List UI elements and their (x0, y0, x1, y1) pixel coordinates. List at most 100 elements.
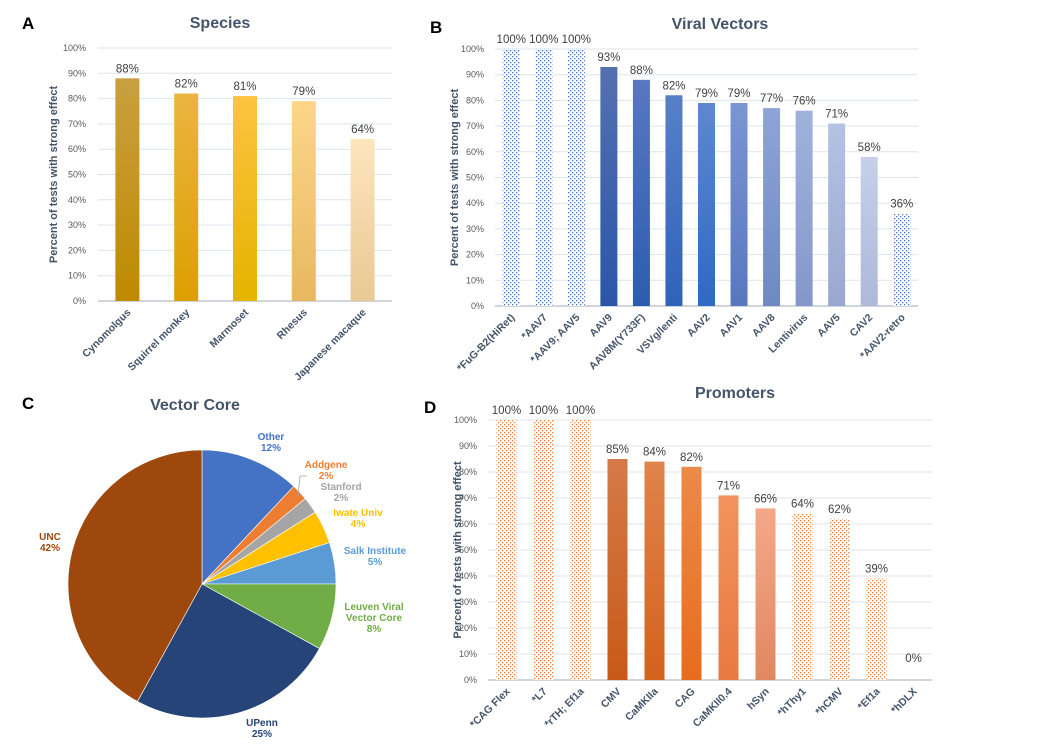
pie-label-line: Vector Core (346, 613, 403, 624)
data-label-fug-b2-hiret: 100% (497, 34, 526, 46)
data-label-hdlx: 0% (905, 653, 922, 665)
x-tick-label-cynomolgus: Cynomolgus (80, 307, 134, 361)
pie-label-line: UPenn (246, 718, 278, 729)
bar-japanese-macaque (350, 139, 375, 301)
y-tick-label: 70% (459, 493, 477, 503)
y-tick-label: 50% (466, 173, 484, 183)
data-label-camkiia: 84% (643, 447, 666, 459)
pie-label-line: 8% (367, 624, 382, 635)
y-tick-label: 30% (459, 597, 477, 607)
y-tick-label: 90% (68, 68, 86, 78)
x-tick-label-marmoset: Marmoset (208, 306, 252, 350)
vector-core-pie: Other 12%Addgene 2%Stanford 2%Iwate Univ 4%S… (39, 432, 406, 740)
data-label-aav9: 93% (597, 52, 620, 64)
pie-label-salk-institute: Salk Institute 5% (344, 546, 407, 568)
pie-label-line: 4% (351, 519, 366, 530)
x-tick-label-rhesus: Rhesus (275, 307, 310, 342)
bar-aav2-retro (893, 213, 911, 306)
data-label-camkii0-4: 71% (717, 480, 740, 492)
bar-ef1a (866, 578, 887, 680)
y-tick-label: 0% (464, 675, 477, 685)
panel-letter-d: D (424, 398, 437, 417)
bar-camkiia (644, 461, 665, 680)
panel-letter-b: B (430, 18, 443, 37)
bar-aav8 (763, 108, 781, 306)
panel-letter-a: A (22, 14, 35, 33)
y-tick-label: 100% (461, 44, 484, 54)
data-label-hsyn: 66% (754, 493, 777, 505)
data-label-aav9-aav5: 100% (562, 34, 591, 46)
bar-aav7 (535, 49, 553, 306)
species-chart: 0% 10% 20% 30% 40% 50% 60% 70% 80% 90% 100% Percent… (48, 43, 392, 383)
pie-label-line: Iwate Univ (333, 508, 383, 519)
bar-aav9 (600, 66, 618, 307)
chart-title-viral-vectors: Viral Vectors (671, 16, 769, 33)
y-tick-label: 60% (68, 144, 86, 154)
y-tick-label: 30% (68, 220, 86, 230)
data-label-ef1a: 39% (865, 564, 888, 576)
pie-label-line: UNC (39, 532, 61, 543)
bar-cav2 (860, 156, 878, 306)
y-tick-label: 20% (459, 623, 477, 633)
data-label-cav2: 58% (858, 142, 881, 154)
y-tick-label: 70% (466, 121, 484, 131)
x-tick-label-aav8: AAV8 (750, 312, 778, 340)
pie-label-line: 42% (40, 543, 60, 554)
y-tick-label: 0% (471, 301, 484, 311)
bar-cynomolgus (115, 78, 140, 301)
pie-label-line: 2% (319, 471, 334, 482)
pie-label-line: Leuven Viral (344, 602, 404, 613)
pie-label-other: Other 12% (258, 432, 285, 454)
pie-label-line: 25% (252, 729, 272, 740)
y-tick-label: 60% (459, 519, 477, 529)
bar-cmv (607, 459, 628, 680)
x-tick-label-hsyn: hSyn (745, 686, 772, 713)
x-tick-label-hdlx: *hDLX (889, 686, 920, 717)
pie-label-leuven-viral-vector-core: Leuven Viral Vector Core 8% (344, 602, 404, 635)
x-tick-label-cag-flex: *CAG Flex (468, 686, 513, 731)
data-label-hthy1: 64% (791, 499, 814, 511)
x-tick-label-l7: *L7 (530, 686, 550, 706)
y-tick-label: 40% (459, 571, 477, 581)
data-label-aav1: 79% (728, 88, 751, 100)
bar-fug-b2-hiret (502, 49, 520, 306)
bar-squirrel-monkey (174, 93, 199, 301)
y-tick-label: 20% (466, 250, 484, 260)
pie-label-line: Addgene (305, 460, 348, 471)
pie-label-addgene: Addgene 2% (305, 460, 348, 482)
y-tick-label: 0% (73, 296, 86, 306)
bar-rhesus (291, 101, 316, 301)
bar-rth-ef1a (570, 420, 591, 680)
chart-title-promoters: Promoters (694, 385, 776, 402)
x-tick-label-camkii0-4: CaMKII0.4 (691, 686, 735, 730)
data-label-aav2-retro: 36% (890, 198, 913, 210)
y-tick-label: 90% (466, 70, 484, 80)
data-label-cmv: 85% (606, 444, 629, 456)
x-tick-label-cav2: CAV2 (848, 312, 876, 340)
pie-label-line: Other (258, 432, 285, 443)
pie-label-line: 12% (261, 443, 281, 454)
x-tick-label-camkiia: CaMKIIa (623, 686, 661, 724)
y-tick-label: 90% (459, 441, 477, 451)
x-tick-label-aav5: AAV5 (815, 312, 843, 340)
data-label-rhesus: 79% (292, 86, 315, 98)
bar-vsvg-lenti (665, 95, 683, 306)
x-tick-label-ef1a: *Ef1a (856, 686, 883, 713)
y-tick-label: 40% (68, 195, 86, 205)
data-label-aav5: 71% (825, 109, 848, 121)
pie-label-line: Stanford (320, 482, 361, 493)
bar-camkii0-4 (718, 495, 739, 680)
data-label-rth-ef1a: 100% (566, 405, 595, 417)
bar-hcmv (829, 518, 850, 680)
pie-label-line: 2% (334, 493, 349, 504)
data-label-cag-flex: 100% (492, 405, 521, 417)
bar-lentivirus (795, 110, 813, 307)
x-tick-label-aav7: *AAV7 (519, 312, 550, 343)
y-tick-label: 10% (68, 271, 86, 281)
y-tick-label: 10% (466, 275, 484, 285)
bar-hsyn (755, 508, 776, 680)
chart-title-vector-core: Vector Core (150, 397, 240, 414)
y-axis-label: Percent of tests with strong effect (452, 461, 464, 639)
data-label-squirrel-monkey: 82% (175, 79, 198, 91)
